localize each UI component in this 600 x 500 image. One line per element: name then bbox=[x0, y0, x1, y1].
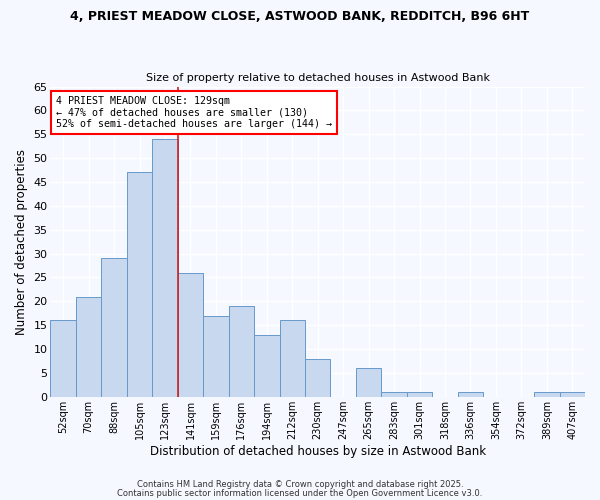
Text: Contains public sector information licensed under the Open Government Licence v3: Contains public sector information licen… bbox=[118, 488, 482, 498]
Bar bbox=[356, 368, 382, 397]
Bar bbox=[101, 258, 127, 397]
Bar bbox=[305, 358, 331, 397]
Bar bbox=[254, 334, 280, 397]
Bar bbox=[458, 392, 483, 397]
Bar bbox=[229, 306, 254, 397]
Bar bbox=[382, 392, 407, 397]
X-axis label: Distribution of detached houses by size in Astwood Bank: Distribution of detached houses by size … bbox=[149, 444, 486, 458]
Bar bbox=[407, 392, 432, 397]
Bar bbox=[560, 392, 585, 397]
Bar bbox=[76, 296, 101, 397]
Title: Size of property relative to detached houses in Astwood Bank: Size of property relative to detached ho… bbox=[146, 73, 490, 83]
Text: 4, PRIEST MEADOW CLOSE, ASTWOOD BANK, REDDITCH, B96 6HT: 4, PRIEST MEADOW CLOSE, ASTWOOD BANK, RE… bbox=[70, 10, 530, 23]
Text: 4 PRIEST MEADOW CLOSE: 129sqm
← 47% of detached houses are smaller (130)
52% of : 4 PRIEST MEADOW CLOSE: 129sqm ← 47% of d… bbox=[56, 96, 332, 129]
Bar bbox=[203, 316, 229, 397]
Bar bbox=[50, 320, 76, 397]
Bar bbox=[127, 172, 152, 397]
Y-axis label: Number of detached properties: Number of detached properties bbox=[15, 148, 28, 334]
Text: Contains HM Land Registry data © Crown copyright and database right 2025.: Contains HM Land Registry data © Crown c… bbox=[137, 480, 463, 489]
Bar bbox=[152, 139, 178, 397]
Bar bbox=[280, 320, 305, 397]
Bar bbox=[178, 272, 203, 397]
Bar bbox=[534, 392, 560, 397]
